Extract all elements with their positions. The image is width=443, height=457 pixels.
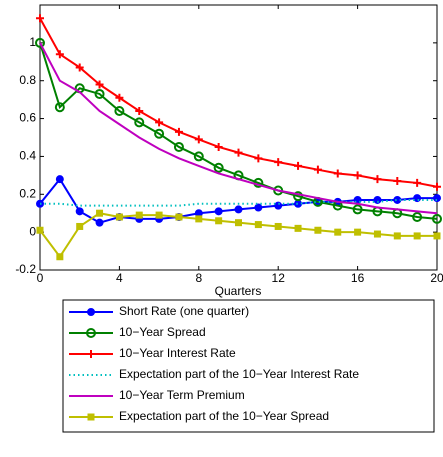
point [353,171,362,180]
point [393,177,402,186]
plot-area [39,4,438,271]
point [333,169,342,178]
x-tick-label: 20 [430,271,443,285]
point [314,226,322,234]
y-tick-label: 0.8 [19,73,36,87]
point [373,195,382,204]
y-tick-label: 0.4 [19,149,36,163]
point [373,230,381,238]
point [213,162,224,173]
point [254,203,263,212]
x-tick-label: 16 [351,271,365,285]
point [274,222,282,230]
series-line [39,42,438,220]
point [173,141,184,152]
point [87,350,95,358]
point [95,218,104,227]
legend-label: Expectation part of the 10−Year Spread [119,409,329,423]
y-tick-label: 0 [29,224,36,238]
point [214,142,223,151]
point [293,191,304,202]
point [175,213,183,221]
point [135,107,144,115]
point [215,217,223,225]
x-tick-label: 12 [272,271,286,285]
y-tick-label: 0.2 [19,186,36,200]
point [294,199,303,208]
point [393,232,401,240]
point [155,211,163,219]
point [195,215,203,223]
point [413,194,422,203]
point [234,205,243,214]
point [193,151,204,162]
point [35,37,45,48]
point [313,165,322,174]
x-tick-label: 8 [195,271,202,285]
point [294,224,302,232]
x-tick-label: 0 [37,271,44,285]
point [235,219,242,227]
y-tick-label: -0.2 [15,262,36,276]
point [56,253,64,261]
x-tick-label: 4 [116,271,123,285]
point [54,102,65,113]
point [134,117,145,128]
point [96,209,104,217]
point [334,228,342,236]
point [174,127,183,136]
point [36,14,44,23]
point [75,207,84,216]
legend-label: 10−Year Interest Rate [119,346,236,360]
point [95,80,104,89]
point [87,308,95,316]
y-tick-label: 1 [29,35,36,49]
series-line [40,198,437,207]
point [254,154,263,163]
point [294,161,303,170]
point [214,207,223,216]
legend-label: Short Rate (one quarter) [119,304,249,318]
point [274,158,283,167]
point [55,50,64,59]
point [234,148,243,157]
point [274,201,283,210]
point [413,178,422,187]
point [115,213,123,221]
series-line [39,42,438,215]
point [87,413,95,421]
point [155,118,164,127]
x-axis-label: Quarters [215,284,262,298]
point [94,88,105,99]
point [115,93,124,102]
point [433,182,441,191]
point [354,228,362,236]
point [86,328,96,338]
point [254,221,262,229]
point [154,128,165,139]
legend-label: 10−Year Term Premium [119,388,245,402]
point [36,226,44,234]
legend-label: 10−Year Spread [119,325,206,339]
point [412,212,423,222]
y-tick-label: 0.6 [19,111,36,125]
legend-label: Expectation part of the 10−Year Interest… [119,367,359,381]
point [433,194,441,203]
point [135,211,143,219]
point [373,175,382,184]
legend [62,299,435,433]
point [114,106,125,116]
point [432,213,442,224]
point [352,204,363,215]
point [194,135,203,144]
point [433,232,441,240]
point [75,63,84,72]
point [55,175,64,184]
point [413,232,421,240]
point [76,222,84,230]
